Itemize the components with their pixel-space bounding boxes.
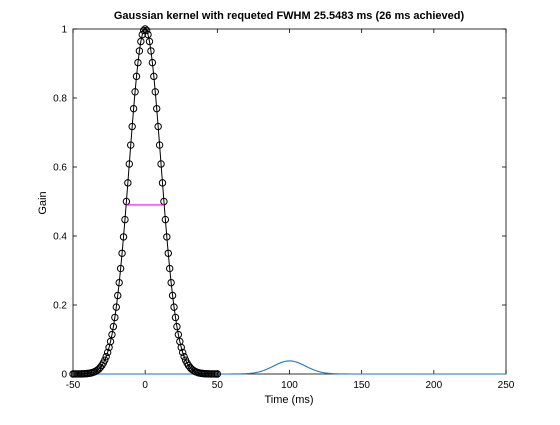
kernel-point-50: [141, 25, 149, 33]
kernel-point-55: [148, 58, 157, 67]
kernel-point-29: [111, 313, 119, 322]
kernel-point-54: [147, 47, 155, 55]
kernel-point-64: [161, 215, 170, 224]
kernel-point-68: [167, 278, 175, 287]
kernel-point-23: [102, 352, 110, 361]
kernel-point-52: [144, 30, 152, 39]
kernel-point-61: [157, 160, 165, 168]
kernel-point-44: [132, 72, 141, 81]
kernel-line: [72, 28, 218, 375]
kernel-point-58: [153, 104, 161, 113]
smoothed-signal-line: [73, 360, 506, 375]
kernel-point-47: [137, 37, 145, 46]
kernel-point-39: [125, 160, 133, 168]
kernel-point-51: [142, 26, 151, 35]
kernel-point-46: [135, 47, 144, 55]
chart-title: Gaussian kernel with requeted FWHM 25.54…: [114, 10, 465, 22]
y-axis-label: Gain: [37, 191, 49, 214]
kernel-point-43: [131, 88, 139, 96]
y-tick-label-5: 1: [61, 25, 67, 36]
kernel-point-22: [101, 356, 109, 364]
kernel-point-32: [115, 278, 123, 287]
x-tick-label-3: 100: [281, 380, 298, 391]
kernel-point-53: [145, 37, 154, 46]
kernel-point-70: [170, 303, 178, 311]
y-tick-label-0: 0: [61, 370, 67, 381]
kernel-point-60: [155, 141, 164, 149]
x-tick-label-5: 200: [425, 380, 442, 391]
x-tick-label-6: 250: [498, 380, 515, 391]
kernel-point-37: [122, 197, 131, 206]
kernel-point-77: [180, 352, 188, 361]
axes-frame: [72, 28, 507, 375]
kernel-point-42: [129, 104, 138, 113]
kernel-point-30: [112, 303, 121, 311]
kernel-point-27: [108, 330, 116, 339]
kernel-point-48: [138, 30, 146, 39]
kernel-point-76: [178, 348, 187, 357]
kernel-point-49: [140, 26, 148, 35]
kernel-point-62: [158, 179, 167, 187]
y-tick-label-2: 0.4: [53, 232, 67, 243]
kernel-point-65: [163, 233, 171, 241]
kernel-point-75: [177, 343, 185, 352]
kernel-point-69: [168, 291, 177, 300]
kernel-point-72: [173, 322, 181, 331]
kernel-point-33: [116, 264, 125, 273]
kernel-point-34: [118, 249, 126, 257]
kernel-point-45: [134, 58, 142, 67]
x-tick-label-2: 50: [212, 380, 224, 391]
kernel-point-36: [121, 215, 129, 224]
kernel-point-59: [154, 122, 162, 131]
kernel-point-41: [128, 122, 136, 131]
kernel-point-40: [127, 141, 135, 149]
kernel-point-100: [213, 370, 222, 378]
kernel-point-26: [106, 337, 115, 346]
kernel-point-66: [164, 249, 172, 257]
kernel-point-67: [166, 264, 174, 273]
kernel-point-56: [150, 72, 158, 81]
x-axis-label: Time (ms): [264, 394, 313, 406]
kernel-point-35: [119, 233, 128, 241]
kernel-point-71: [171, 313, 180, 322]
y-tick-label-4: 0.8: [53, 94, 67, 105]
kernel-point-57: [151, 88, 159, 96]
y-tick-label-1: 0.2: [53, 301, 67, 312]
kernel-point-28: [109, 322, 118, 331]
x-tick-label-4: 150: [353, 380, 370, 391]
kernel-point-31: [114, 291, 122, 300]
y-tick-label-3: 0.6: [53, 163, 67, 174]
kernel-point-73: [174, 330, 183, 339]
x-tick-label-0: -50: [66, 380, 81, 391]
kernel-point-24: [103, 348, 112, 357]
x-tick-label-1: 0: [142, 380, 148, 391]
kernel-point-38: [124, 179, 132, 187]
